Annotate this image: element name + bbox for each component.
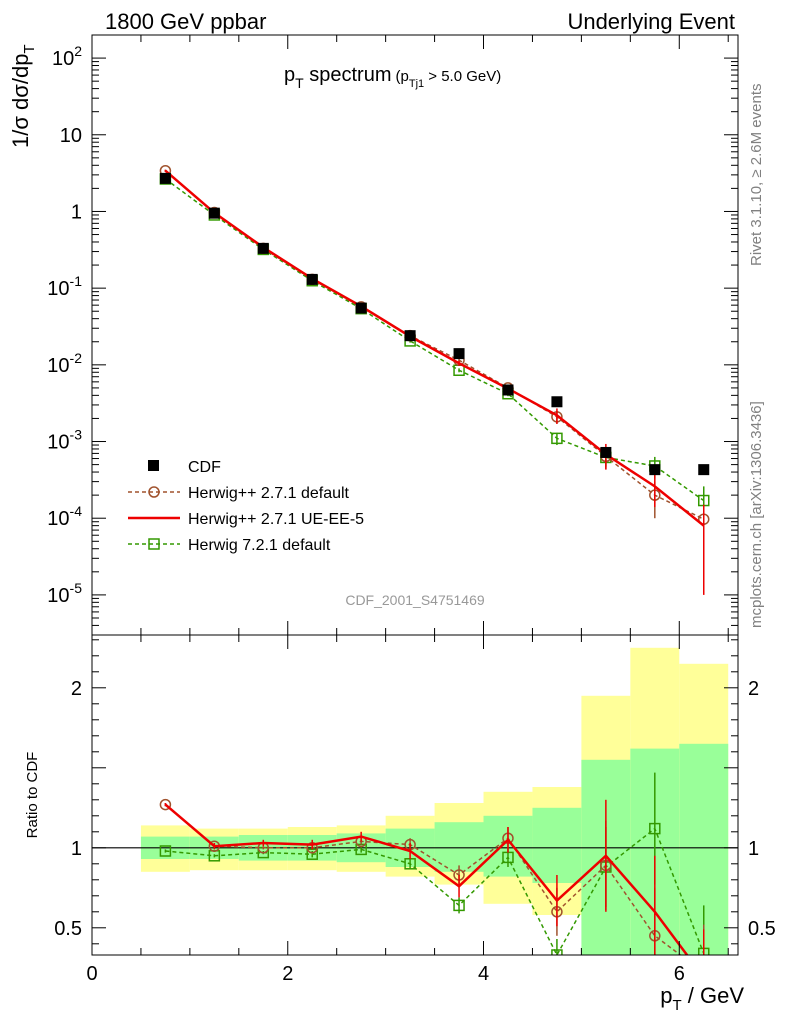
- cdf-data-point: [208, 207, 220, 219]
- ratio-bands: [92, 647, 738, 955]
- plot-cut-open: (p: [396, 68, 409, 85]
- legend-marker: [148, 486, 160, 498]
- xlabel: pT / GeV: [660, 983, 744, 1014]
- cdf-data-point: [355, 302, 367, 314]
- header-right-text: Underlying Event: [567, 9, 735, 34]
- cdf-data-point: [404, 330, 416, 342]
- plot-title-sub: T: [295, 75, 304, 91]
- cdf-data-point: [649, 464, 661, 476]
- main-series-layer: [159, 164, 710, 595]
- x-tick-label: 4: [478, 963, 489, 985]
- y-tick-label-base: 10: [47, 355, 69, 377]
- y-tick-label-exp: -3: [70, 427, 83, 443]
- plot-cut-rest: > 5.0 GeV): [424, 68, 501, 85]
- cdf-data-point: [502, 384, 514, 396]
- cdf-data-point: [257, 242, 269, 254]
- legend-cdf-marker: [148, 460, 159, 471]
- x-tick-label: 2: [282, 963, 293, 985]
- y-tick-label: 10-2: [47, 350, 82, 377]
- y-tick-label: 10-3: [47, 427, 82, 454]
- legend-label: Herwig 7.2.1 default: [188, 537, 331, 554]
- y-tick-label-exp: -2: [70, 350, 83, 366]
- y-tick-label: 10-1: [47, 273, 82, 300]
- ratio-y-tick-label: 0.5: [54, 918, 82, 940]
- ratio-herwig-2-7-1-ue-ee-5-line: [164, 803, 689, 955]
- ratio-herwig-7-2-1-default-point: [159, 845, 172, 857]
- y-tick-label-exp: 2: [74, 43, 82, 59]
- main-herwig-7-2-1-default-point: [551, 432, 563, 445]
- cdf-data-point: [551, 396, 563, 408]
- y-tick-label: 1: [71, 201, 82, 223]
- y-tick-label-base: 10: [47, 508, 69, 530]
- analysis-watermark: CDF_2001_S4751469: [345, 592, 485, 608]
- ratio-y-tick-label: 1: [71, 838, 82, 860]
- ratio-herwig-2-7-1-default-point: [699, 968, 709, 978]
- legend-label: Herwig++ 2.7.1 UE-EE-5: [188, 511, 364, 528]
- y-tick-label-exp: -5: [70, 580, 83, 596]
- xlabel-p: p: [660, 983, 672, 1008]
- plot-title-rest: spectrum: [304, 64, 392, 86]
- main-herwig-7-2-1-default-line: [164, 178, 705, 502]
- x-tick-label: 6: [674, 963, 685, 985]
- ratio-y-tick-label-right: 1: [748, 838, 759, 860]
- xlabel-rest: / GeV: [682, 983, 745, 1008]
- ratio-herwig-7-2-1-default-point: [649, 822, 661, 835]
- ratio-herwig-7-2-1-default-point: [551, 949, 563, 955]
- header-left-text: 1800 GeV ppbar: [105, 9, 266, 34]
- cdf-data-point: [453, 348, 465, 360]
- ratio-herwig-7-2-1-default-point: [453, 899, 465, 912]
- ylabel-main: 1/σ dσ/dpT: [8, 44, 38, 148]
- legend: CDF Herwig++ 2.7.1 default Herwig++ 2.7.1 …: [128, 459, 364, 554]
- y-tick-label: 102: [52, 43, 82, 70]
- ratio-series-layer: [159, 772, 710, 978]
- cdf-data-point: [306, 273, 318, 285]
- xlabel-sub: T: [672, 997, 681, 1014]
- ylabel-main-sub: T: [21, 44, 38, 53]
- legend-label: CDF: [188, 459, 221, 476]
- cdf-data-point: [159, 172, 171, 184]
- y-tick-label-exp: -1: [70, 273, 83, 289]
- ylabel-main-text: 1/σ dσ/dp: [8, 54, 33, 148]
- ratio-y-tick-label-right: 0.5: [748, 918, 776, 940]
- y-tick-label-base: 10: [47, 432, 69, 454]
- main-herwig-2-7-1-ue-ee-5-line: [164, 169, 705, 527]
- ratio-y-tick-label-right: 2: [748, 678, 759, 700]
- y-tick-label-base: 10: [52, 48, 74, 70]
- cdf-data-point: [698, 464, 710, 476]
- y-tick-label: 10: [60, 125, 82, 147]
- x-tick-label: 0: [86, 963, 97, 985]
- cdf-data-point: [600, 446, 612, 458]
- legend-marker: [148, 538, 160, 550]
- legend-label: Herwig++ 2.7.1 default: [188, 485, 350, 502]
- ratio-herwig-2-7-1-default-line: [164, 804, 682, 955]
- y-tick-label-exp: -4: [70, 503, 83, 519]
- ratio-panel-frame: [91, 634, 739, 956]
- ratio-y-tick-label: 2: [71, 678, 82, 700]
- y-tick-label: 10-5: [47, 580, 82, 607]
- mcplots-text: mcplots.cern.ch [arXiv:1306.3436]: [748, 401, 765, 628]
- plot-cut-sub: Tj1: [409, 78, 424, 90]
- stat-uncertainty-band: [532, 807, 582, 883]
- y-tick-label-base: 10: [47, 585, 69, 607]
- y-tick-label-base: 10: [47, 278, 69, 300]
- plot-title: pT spectrum (pTj1 > 5.0 GeV): [284, 64, 501, 91]
- plot-title-p: p: [284, 64, 295, 86]
- ylabel-ratio: Ratio to CDF: [24, 752, 41, 839]
- y-tick-label: 10-4: [47, 503, 82, 530]
- rivet-version-text: Rivet 3.1.10, ≥ 2.6M events: [748, 84, 765, 267]
- ratio-herwig-2-7-1-default-point: [159, 798, 172, 811]
